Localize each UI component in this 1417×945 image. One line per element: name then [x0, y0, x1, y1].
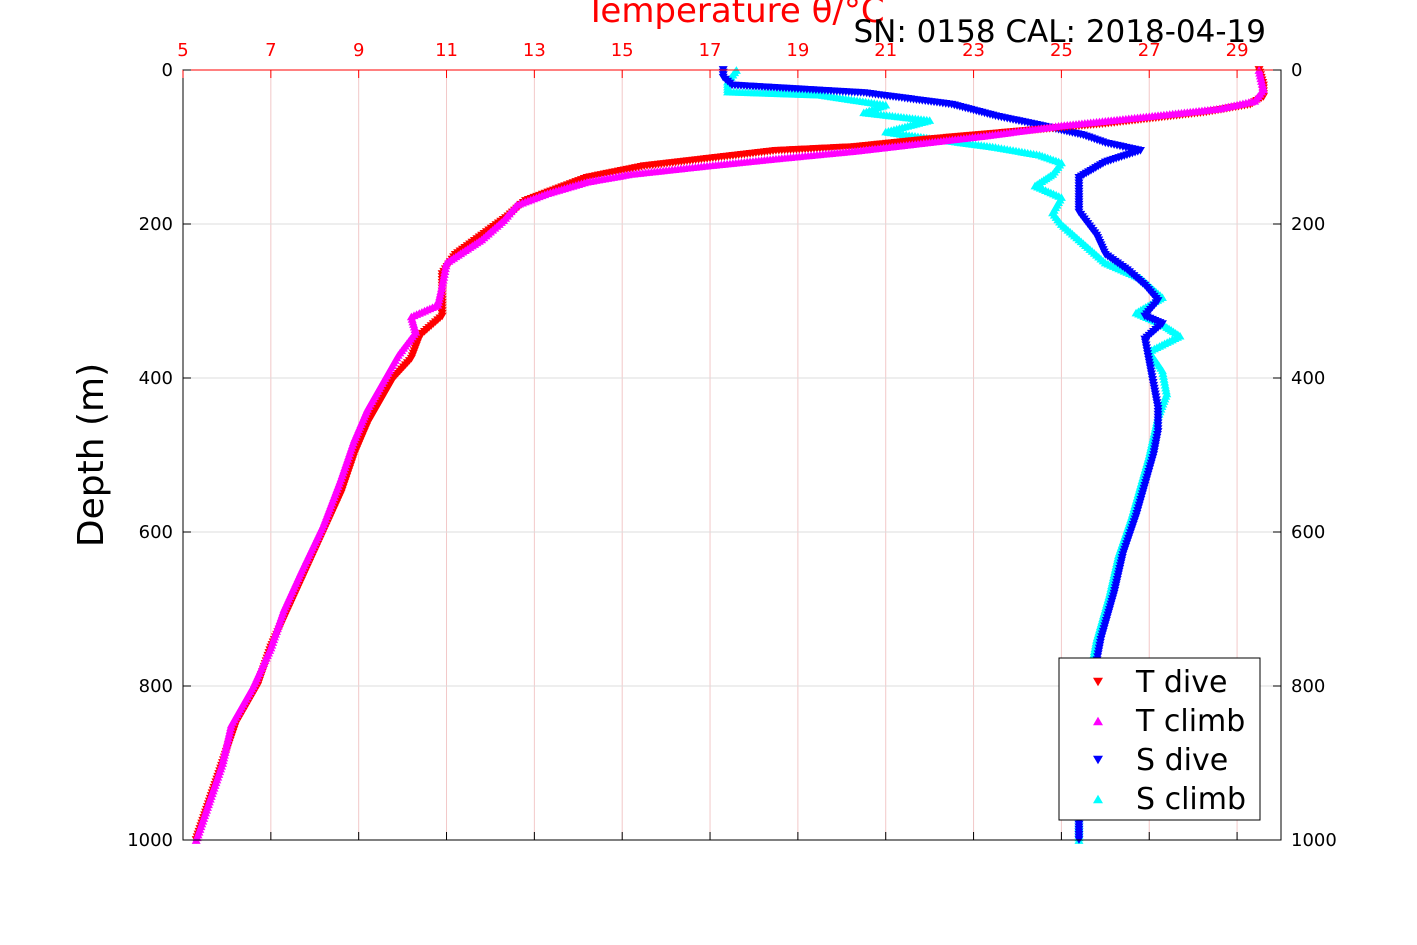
chart-title: Temperature θ/°C — [584, 0, 884, 31]
y-tick-label-right: 400 — [1291, 368, 1325, 389]
legend-label: T dive — [1135, 665, 1227, 700]
x-tick-label: 27 — [1138, 40, 1161, 61]
y-tick-label-left: 600 — [139, 522, 173, 543]
y-tick-label-left: 0 — [162, 60, 173, 81]
x-tick-label: 19 — [786, 40, 809, 61]
y-tick-label-right: 200 — [1291, 214, 1325, 235]
y-tick-label-right: 600 — [1291, 522, 1325, 543]
x-tick-label: 5 — [177, 40, 188, 61]
legend-label: T climb — [1135, 704, 1245, 739]
x-tick-label: 21 — [874, 40, 897, 61]
x-tick-label: 29 — [1226, 40, 1249, 61]
y-tick-label-left: 200 — [139, 214, 173, 235]
x-tick-label: 9 — [353, 40, 364, 61]
x-tick-label: 11 — [435, 40, 458, 61]
y-tick-label-left: 1000 — [127, 830, 173, 851]
series-s-dive — [718, 66, 1167, 844]
y-tick-label-right: 1000 — [1291, 830, 1337, 851]
legend-box — [1058, 657, 1261, 821]
x-tick-label: 7 — [265, 40, 276, 61]
x-tick-label: 25 — [1050, 40, 1073, 61]
legend: T dive T climb S dive S climb — [1058, 657, 1261, 821]
legend-marker — [1093, 794, 1103, 804]
x-tick-label: 23 — [962, 40, 985, 61]
y-tick-label-right: 0 — [1291, 60, 1302, 81]
legend-marker — [1093, 716, 1103, 726]
y-axis-label: Depth (m) — [71, 363, 112, 547]
chart-subtitle: SN: 0158 CAL: 2018-04-19 — [854, 14, 1267, 50]
x-tick-label: 17 — [699, 40, 722, 61]
legend-label: S dive — [1136, 743, 1228, 778]
series-t-climb — [191, 66, 1268, 844]
legend-marker — [1093, 755, 1103, 765]
ticks-layer: 5 7 9 11 13 15 17 19 21 23 25 27 29 0 0 200 200 400 400 600… — [127, 40, 1337, 851]
legend-label: S climb — [1136, 782, 1246, 817]
legend-marker — [1093, 677, 1103, 687]
x-tick-label: 13 — [523, 40, 546, 61]
y-tick-label-left: 400 — [139, 368, 173, 389]
axis-layer — [182, 69, 1282, 841]
y-tick-label-left: 800 — [139, 676, 173, 697]
x-tick-label: 15 — [611, 40, 634, 61]
y-tick-label-right: 800 — [1291, 676, 1325, 697]
